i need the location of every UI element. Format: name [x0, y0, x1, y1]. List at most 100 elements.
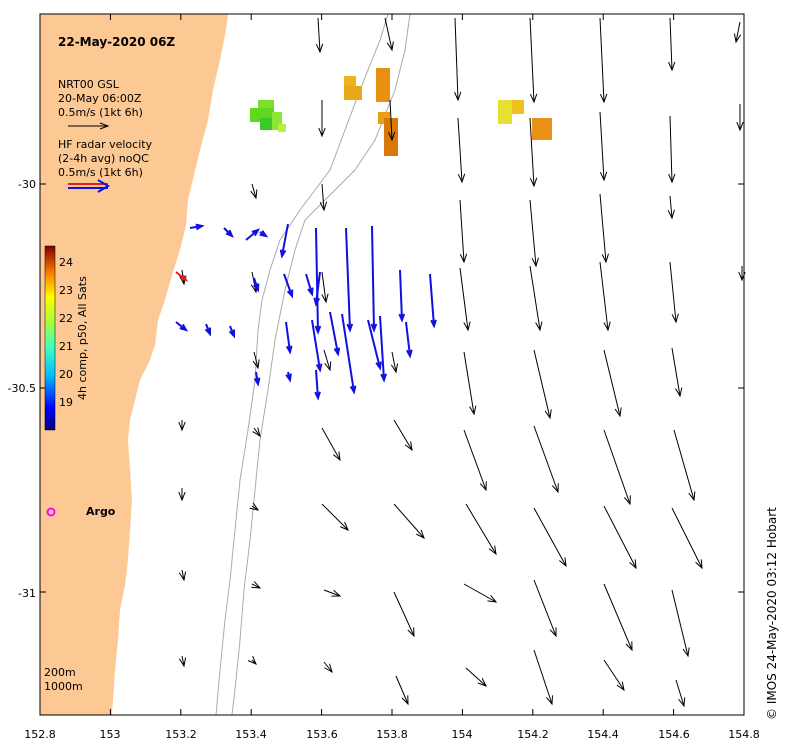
gsl-arrow — [733, 21, 742, 44]
hf-arrow — [253, 371, 261, 387]
gsl-arrow — [252, 427, 261, 438]
x-tick-label: 154.6 — [658, 728, 690, 741]
gsl-arrow — [319, 183, 328, 212]
hf-arrow — [253, 277, 260, 293]
gsl-arrow — [252, 351, 260, 370]
gsl-arrow — [533, 349, 552, 420]
gsl-arrow — [668, 115, 676, 184]
hf-arrow — [329, 311, 341, 357]
sst-patches — [250, 68, 552, 156]
hf-arrow-red-line — [175, 271, 189, 282]
colorbar-tick: 21 — [59, 340, 73, 353]
gsl-arrow — [465, 667, 488, 687]
credit-text: © IMOS 24-May-2020 03:12 Hobart — [765, 507, 779, 720]
hf-arrow — [429, 273, 437, 329]
gsl-arrow — [603, 505, 637, 570]
y-tick-label: -30.5 — [8, 382, 36, 395]
isobath-1000m — [231, 13, 411, 716]
gsl-arrow — [736, 104, 744, 132]
gsl-arrow — [459, 267, 471, 332]
gsl-arrow — [533, 507, 567, 568]
x-tick-label: 154.2 — [517, 728, 549, 741]
gsl-arrow — [533, 579, 557, 638]
hf-legend-avg: (2-4h avg) noQC — [58, 152, 149, 165]
y-tick-labels: -30 -30.5 -31 — [8, 178, 36, 600]
colorbar-tick: 24 — [59, 256, 73, 269]
gsl-arrow — [671, 347, 683, 398]
hf-arrow — [314, 227, 322, 335]
gsl-arrow — [533, 425, 559, 494]
y-tick-label: -30 — [18, 178, 36, 191]
gsl-arrow — [178, 569, 187, 582]
gsl-arrow — [529, 265, 543, 332]
hf-arrow — [345, 227, 354, 333]
hf-arrow — [405, 321, 413, 359]
legend: NRT00 GSL 20-May 06:00Z 0.5m/s (1kt 6h) … — [58, 78, 153, 193]
hf-arrow — [189, 223, 205, 231]
gsl-arrow — [667, 195, 675, 220]
gsl-arrow — [393, 591, 415, 638]
hf-arrow — [341, 313, 357, 395]
gsl-arrow — [323, 349, 332, 372]
land-mass — [40, 14, 228, 715]
gsl-arrow — [529, 117, 538, 188]
gsl-arrow — [599, 193, 609, 264]
argo-float[interactable]: Argo — [46, 505, 116, 518]
hf-arrow — [228, 325, 235, 339]
gsl-arrow — [321, 427, 341, 462]
gsl-arrow — [251, 581, 262, 589]
hf-arrow-red — [175, 271, 189, 282]
hf-legend-title: HF radar velocity — [58, 138, 153, 151]
hf-arrow — [305, 273, 314, 297]
gsl-arrow — [603, 659, 625, 692]
hf-arrow — [311, 319, 323, 373]
gsl-arrow — [390, 351, 399, 374]
frame-ticks — [39, 14, 745, 715]
hf-arrow — [175, 321, 189, 332]
hf-arrow — [285, 321, 293, 355]
gsl-arrow — [250, 183, 258, 200]
gsl-arrow — [315, 17, 324, 54]
gsl-legend-arrow — [68, 122, 110, 130]
hf-arrow — [285, 371, 292, 383]
map-title: 22-May-2020 06Z — [58, 35, 175, 49]
colorbar-tick: 20 — [59, 368, 73, 381]
gsl-arrow — [178, 420, 186, 432]
gsl-arrow — [675, 679, 686, 708]
gsl-arrow — [673, 429, 696, 502]
gsl-arrow — [454, 17, 462, 102]
gsl-arrow — [393, 419, 413, 452]
hf-arrow — [283, 273, 294, 299]
isobath-1000m-label: 1000m — [44, 680, 83, 693]
gsl-legend-date: 20-May 06:00Z — [58, 92, 142, 105]
x-tick-label: 153.2 — [165, 728, 197, 741]
hf-legend-scale: 0.5m/s (1kt 6h) — [58, 166, 143, 179]
gsl-arrow — [533, 649, 554, 706]
hf-arrow — [279, 223, 289, 259]
x-tick-label: 153 — [100, 728, 121, 741]
gsl-arrow — [323, 661, 333, 674]
hf-arrow — [398, 269, 406, 323]
hf-radar-arrows — [175, 223, 437, 401]
gsl-legend-title: NRT00 GSL — [58, 78, 120, 91]
gsl-arrow — [599, 111, 608, 182]
gsl-arrow — [459, 199, 468, 264]
sst-colorbar: 24 23 22 21 20 19 4h comp, p50, All Sats — [44, 245, 89, 431]
hf-arrow — [367, 319, 382, 371]
gsl-arrow — [321, 503, 349, 531]
gsl-current-arrows — [178, 17, 746, 708]
gsl-arrow — [668, 17, 676, 72]
x-tick-labels: 152.8 153 153.2 153.4 153.6 153.8 154 15… — [24, 728, 760, 741]
x-tick-label: 153.8 — [376, 728, 408, 741]
gsl-arrow — [384, 17, 394, 52]
gsl-arrow — [529, 17, 538, 104]
x-tick-label: 154.8 — [728, 728, 760, 741]
x-tick-label: 154.4 — [587, 728, 619, 741]
x-tick-label: 152.8 — [24, 728, 56, 741]
gsl-arrow — [247, 655, 257, 665]
gsl-arrow — [321, 271, 329, 304]
gsl-arrow — [529, 199, 539, 268]
gsl-arrow — [178, 655, 187, 668]
colorbar-tick: 22 — [59, 312, 73, 325]
hf-arrow — [379, 315, 387, 383]
